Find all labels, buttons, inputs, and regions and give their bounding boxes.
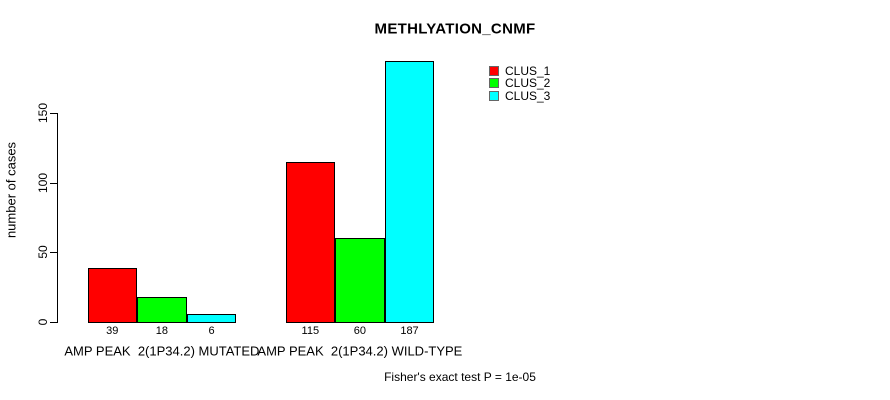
chart-title: METHLYATION_CNMF (374, 20, 536, 38)
legend-label: CLUS_1 (505, 63, 551, 78)
y-axis-tick (50, 182, 57, 184)
bar-value-label: 60 (353, 325, 367, 337)
legend-swatch-clus_2 (489, 78, 499, 89)
y-axis-tick (50, 322, 57, 323)
y-axis-tick-label: 0 (36, 318, 50, 326)
bar-clus_3-cat0 (186, 313, 237, 323)
legend-label: CLUS_3 (505, 88, 551, 103)
y-axis-tick-label: 50 (36, 245, 50, 260)
bar-clus_2-cat1 (335, 238, 385, 323)
legend-label: CLUS_2 (505, 76, 551, 91)
y-axis-tick (50, 113, 57, 114)
pvalue-note: Fisher's exact test P = 1e-05 (384, 370, 536, 384)
y-axis-tick (50, 252, 57, 254)
legend-swatch-clus_3 (489, 90, 499, 101)
bar-clus_1-cat0 (87, 267, 138, 323)
bar-value-label: 187 (400, 325, 419, 337)
bar-value-label: 18 (155, 325, 169, 337)
bar-clus_3-cat1 (384, 61, 435, 323)
bar-value-label: 6 (208, 325, 215, 337)
bar-clus_2-cat0 (137, 296, 187, 323)
bar-value-label: 39 (106, 325, 119, 337)
y-axis-label: number of cases (3, 141, 19, 239)
bar-value-label: 115 (301, 325, 320, 337)
y-axis-line (57, 113, 58, 323)
x-category-label: AMP PEAK 2(1P34.2) WILD-TYPE (257, 343, 463, 359)
y-axis-tick-label: 100 (36, 172, 50, 193)
y-axis-tick-label: 150 (36, 102, 50, 124)
bar-clus_1-cat1 (285, 161, 336, 323)
legend-swatch-clus_1 (489, 65, 499, 76)
x-category-label: AMP PEAK 2(1P34.2) MUTATED (64, 343, 260, 359)
